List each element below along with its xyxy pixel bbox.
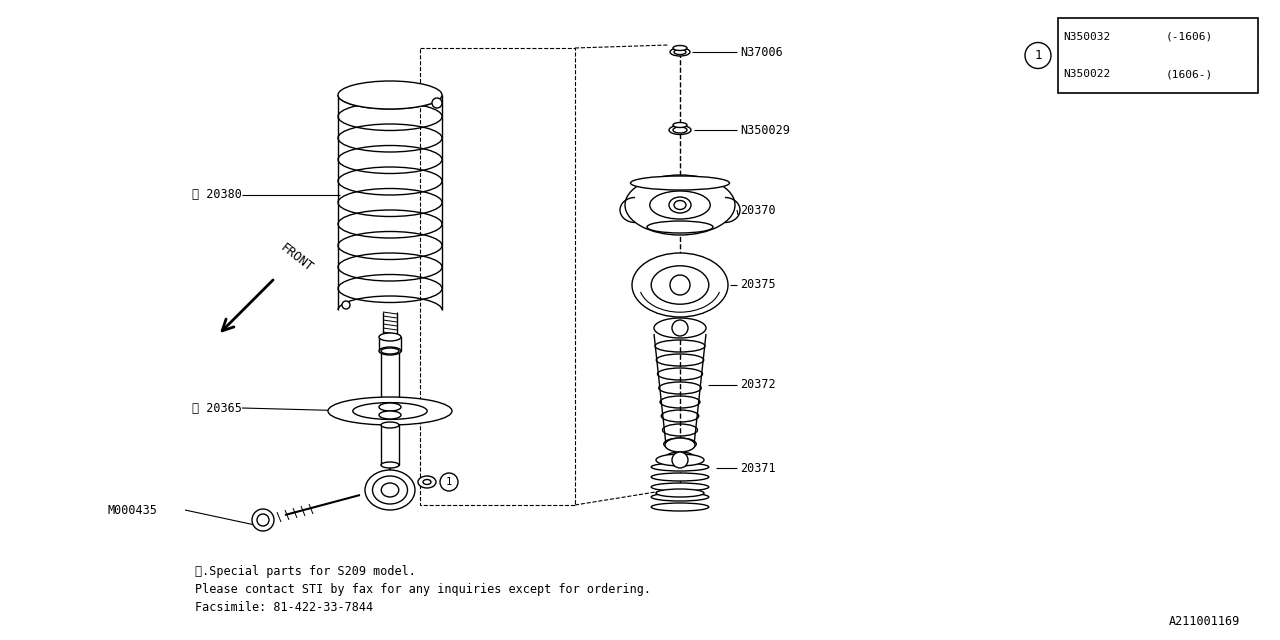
Ellipse shape: [675, 49, 686, 54]
Text: M000435: M000435: [108, 504, 157, 516]
Ellipse shape: [379, 333, 401, 341]
Ellipse shape: [328, 397, 452, 425]
Text: 20375: 20375: [740, 278, 776, 291]
Text: 1: 1: [1034, 49, 1042, 62]
Ellipse shape: [372, 476, 407, 504]
Ellipse shape: [657, 454, 704, 466]
Ellipse shape: [657, 489, 704, 497]
Ellipse shape: [646, 221, 713, 233]
Text: 20371: 20371: [740, 461, 776, 474]
Text: FRONT: FRONT: [278, 241, 316, 274]
Ellipse shape: [650, 191, 710, 219]
Circle shape: [669, 275, 690, 295]
Ellipse shape: [632, 253, 728, 317]
Ellipse shape: [669, 197, 691, 213]
Ellipse shape: [381, 483, 399, 497]
Text: N350029: N350029: [740, 124, 790, 136]
Bar: [379, 337, 401, 351]
Text: A211001169: A211001169: [1169, 615, 1240, 628]
Ellipse shape: [379, 347, 401, 355]
Text: 1: 1: [445, 477, 452, 487]
Ellipse shape: [338, 81, 442, 109]
Bar: [381, 425, 399, 465]
Circle shape: [257, 514, 269, 526]
Ellipse shape: [353, 403, 428, 419]
Ellipse shape: [673, 127, 687, 133]
Ellipse shape: [652, 463, 709, 471]
Ellipse shape: [675, 200, 686, 209]
Text: (1606-): (1606-): [1166, 69, 1213, 79]
Ellipse shape: [381, 403, 399, 409]
Ellipse shape: [419, 476, 436, 488]
Ellipse shape: [652, 503, 709, 511]
Ellipse shape: [379, 411, 401, 419]
Text: ※.Special parts for S209 model.: ※.Special parts for S209 model.: [195, 565, 416, 578]
Circle shape: [672, 452, 689, 468]
Text: 20372: 20372: [740, 378, 776, 392]
Ellipse shape: [669, 48, 690, 56]
Ellipse shape: [652, 493, 709, 501]
Ellipse shape: [381, 422, 399, 428]
Ellipse shape: [422, 479, 431, 484]
Bar: [420, 48, 575, 505]
Bar: [1059, 18, 1258, 93]
Ellipse shape: [673, 122, 687, 127]
Text: ※ 20365: ※ 20365: [192, 401, 242, 415]
Ellipse shape: [666, 438, 695, 452]
Ellipse shape: [669, 125, 691, 134]
Circle shape: [672, 320, 689, 336]
Ellipse shape: [652, 266, 709, 304]
Text: N350032: N350032: [1062, 32, 1110, 42]
Text: 20370: 20370: [740, 204, 776, 216]
Text: ※ 20380: ※ 20380: [192, 189, 242, 202]
Bar: [381, 351, 399, 406]
Text: N37006: N37006: [740, 45, 783, 58]
Ellipse shape: [654, 318, 707, 338]
Ellipse shape: [631, 176, 730, 190]
Circle shape: [342, 301, 349, 309]
Text: N350022: N350022: [1062, 69, 1110, 79]
Text: Please contact STI by fax for any inquiries except for ordering.: Please contact STI by fax for any inquir…: [195, 583, 652, 596]
Circle shape: [252, 509, 274, 531]
Ellipse shape: [673, 45, 687, 51]
Circle shape: [433, 98, 442, 108]
Ellipse shape: [365, 470, 415, 510]
Text: Facsimile: 81-422-33-7844: Facsimile: 81-422-33-7844: [195, 601, 374, 614]
Circle shape: [440, 473, 458, 491]
Ellipse shape: [652, 483, 709, 491]
Ellipse shape: [652, 473, 709, 481]
Text: (-1606): (-1606): [1166, 32, 1213, 42]
Ellipse shape: [381, 348, 399, 354]
Ellipse shape: [625, 175, 735, 235]
Ellipse shape: [379, 403, 401, 411]
Ellipse shape: [381, 462, 399, 468]
Circle shape: [1025, 42, 1051, 68]
